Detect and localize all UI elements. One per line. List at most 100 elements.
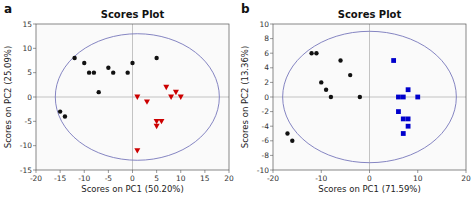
point (401, 117, 406, 122)
x-axis-label: Scores on PC1 (71.59%) (318, 184, 420, 194)
tick-label: -10 (78, 174, 90, 183)
tick-label: 10 (22, 44, 32, 53)
tick (132, 170, 133, 173)
tick (33, 24, 36, 25)
tick (180, 170, 181, 173)
tick (321, 170, 322, 173)
tick (270, 111, 273, 112)
tick (270, 140, 273, 141)
tick-label: 4 (264, 63, 269, 72)
point (87, 70, 91, 74)
point (144, 99, 150, 104)
point (154, 119, 160, 124)
title: Scores Plot (338, 9, 402, 20)
plot-area (273, 24, 466, 170)
point (130, 61, 134, 65)
tick-label: -4 (262, 122, 270, 131)
tick-label: 15 (22, 20, 32, 29)
point (314, 51, 318, 55)
point (401, 95, 406, 100)
point (168, 95, 174, 100)
panel: -20-15-10-505101520-15-10-5051015Scores … (3, 2, 234, 194)
tick (229, 170, 230, 173)
tick-label: -20 (267, 174, 279, 183)
tick (270, 67, 273, 68)
reference-line (369, 24, 370, 170)
point (358, 95, 362, 99)
point (415, 95, 420, 100)
tick (60, 170, 61, 173)
point (163, 85, 169, 90)
tick (270, 97, 273, 98)
tick-label: 6 (264, 49, 269, 58)
tick-label: 10 (259, 20, 269, 29)
point (391, 58, 396, 63)
tick-label: 15 (200, 174, 210, 183)
tick (270, 126, 273, 127)
panel: -20-1001020-10-8-6-4-20246810Scores on P… (240, 2, 471, 194)
point (178, 95, 184, 100)
plot-frame (273, 24, 466, 170)
plot-content (36, 24, 229, 170)
point (396, 109, 401, 114)
tick-label: -8 (262, 151, 270, 160)
tick (84, 170, 85, 173)
plot-area (36, 24, 229, 170)
tick-label: -15 (20, 166, 32, 175)
point (338, 58, 342, 62)
tick-label: -20 (30, 174, 42, 183)
point (154, 56, 158, 60)
tick (270, 53, 273, 54)
point (319, 80, 323, 84)
tick (33, 72, 36, 73)
point (63, 114, 67, 118)
panel-label: b (241, 2, 250, 16)
point (285, 131, 289, 135)
plot-frame (36, 24, 229, 170)
point (158, 119, 164, 124)
x-axis-label: Scores on PC1 (50.20%) (81, 184, 183, 194)
point (290, 139, 294, 143)
point (406, 87, 411, 92)
tick (270, 38, 273, 39)
tick-label: -5 (25, 117, 33, 126)
tick (156, 170, 157, 173)
tick-label: 0 (27, 93, 32, 102)
tick-label: 0 (130, 174, 135, 183)
tick-label: -10 (257, 166, 269, 175)
tick (33, 145, 36, 146)
point (125, 70, 129, 74)
tick (33, 170, 36, 171)
point (106, 66, 110, 70)
point (329, 95, 333, 99)
tick (466, 170, 467, 173)
reference-line (132, 24, 133, 170)
tick-label: -15 (54, 174, 66, 183)
tick-label: 5 (154, 174, 159, 183)
plot-content (273, 24, 466, 170)
point (97, 90, 101, 94)
tick-label: 20 (224, 174, 234, 183)
point (173, 90, 179, 95)
tick (33, 97, 36, 98)
tick-label: 10 (413, 174, 423, 183)
point (396, 95, 401, 100)
point (406, 117, 411, 122)
point (406, 124, 411, 129)
point (82, 61, 86, 65)
point (134, 148, 140, 153)
panel-label: a (4, 2, 12, 16)
tick (204, 170, 205, 173)
tick-label: 2 (264, 78, 269, 87)
confidence-ellipse (283, 31, 457, 162)
tick-label: -10 (315, 174, 327, 183)
tick-label: -6 (262, 136, 270, 145)
tick-label: 0 (367, 174, 372, 183)
tick-label: 10 (176, 174, 186, 183)
y-axis-label: Scores on PC2 (13.36%) (240, 46, 250, 148)
tick-label: 5 (27, 68, 32, 77)
tick-label: 8 (264, 34, 269, 43)
tick-label: 0 (264, 93, 269, 102)
tick (273, 170, 274, 173)
point (111, 70, 115, 74)
